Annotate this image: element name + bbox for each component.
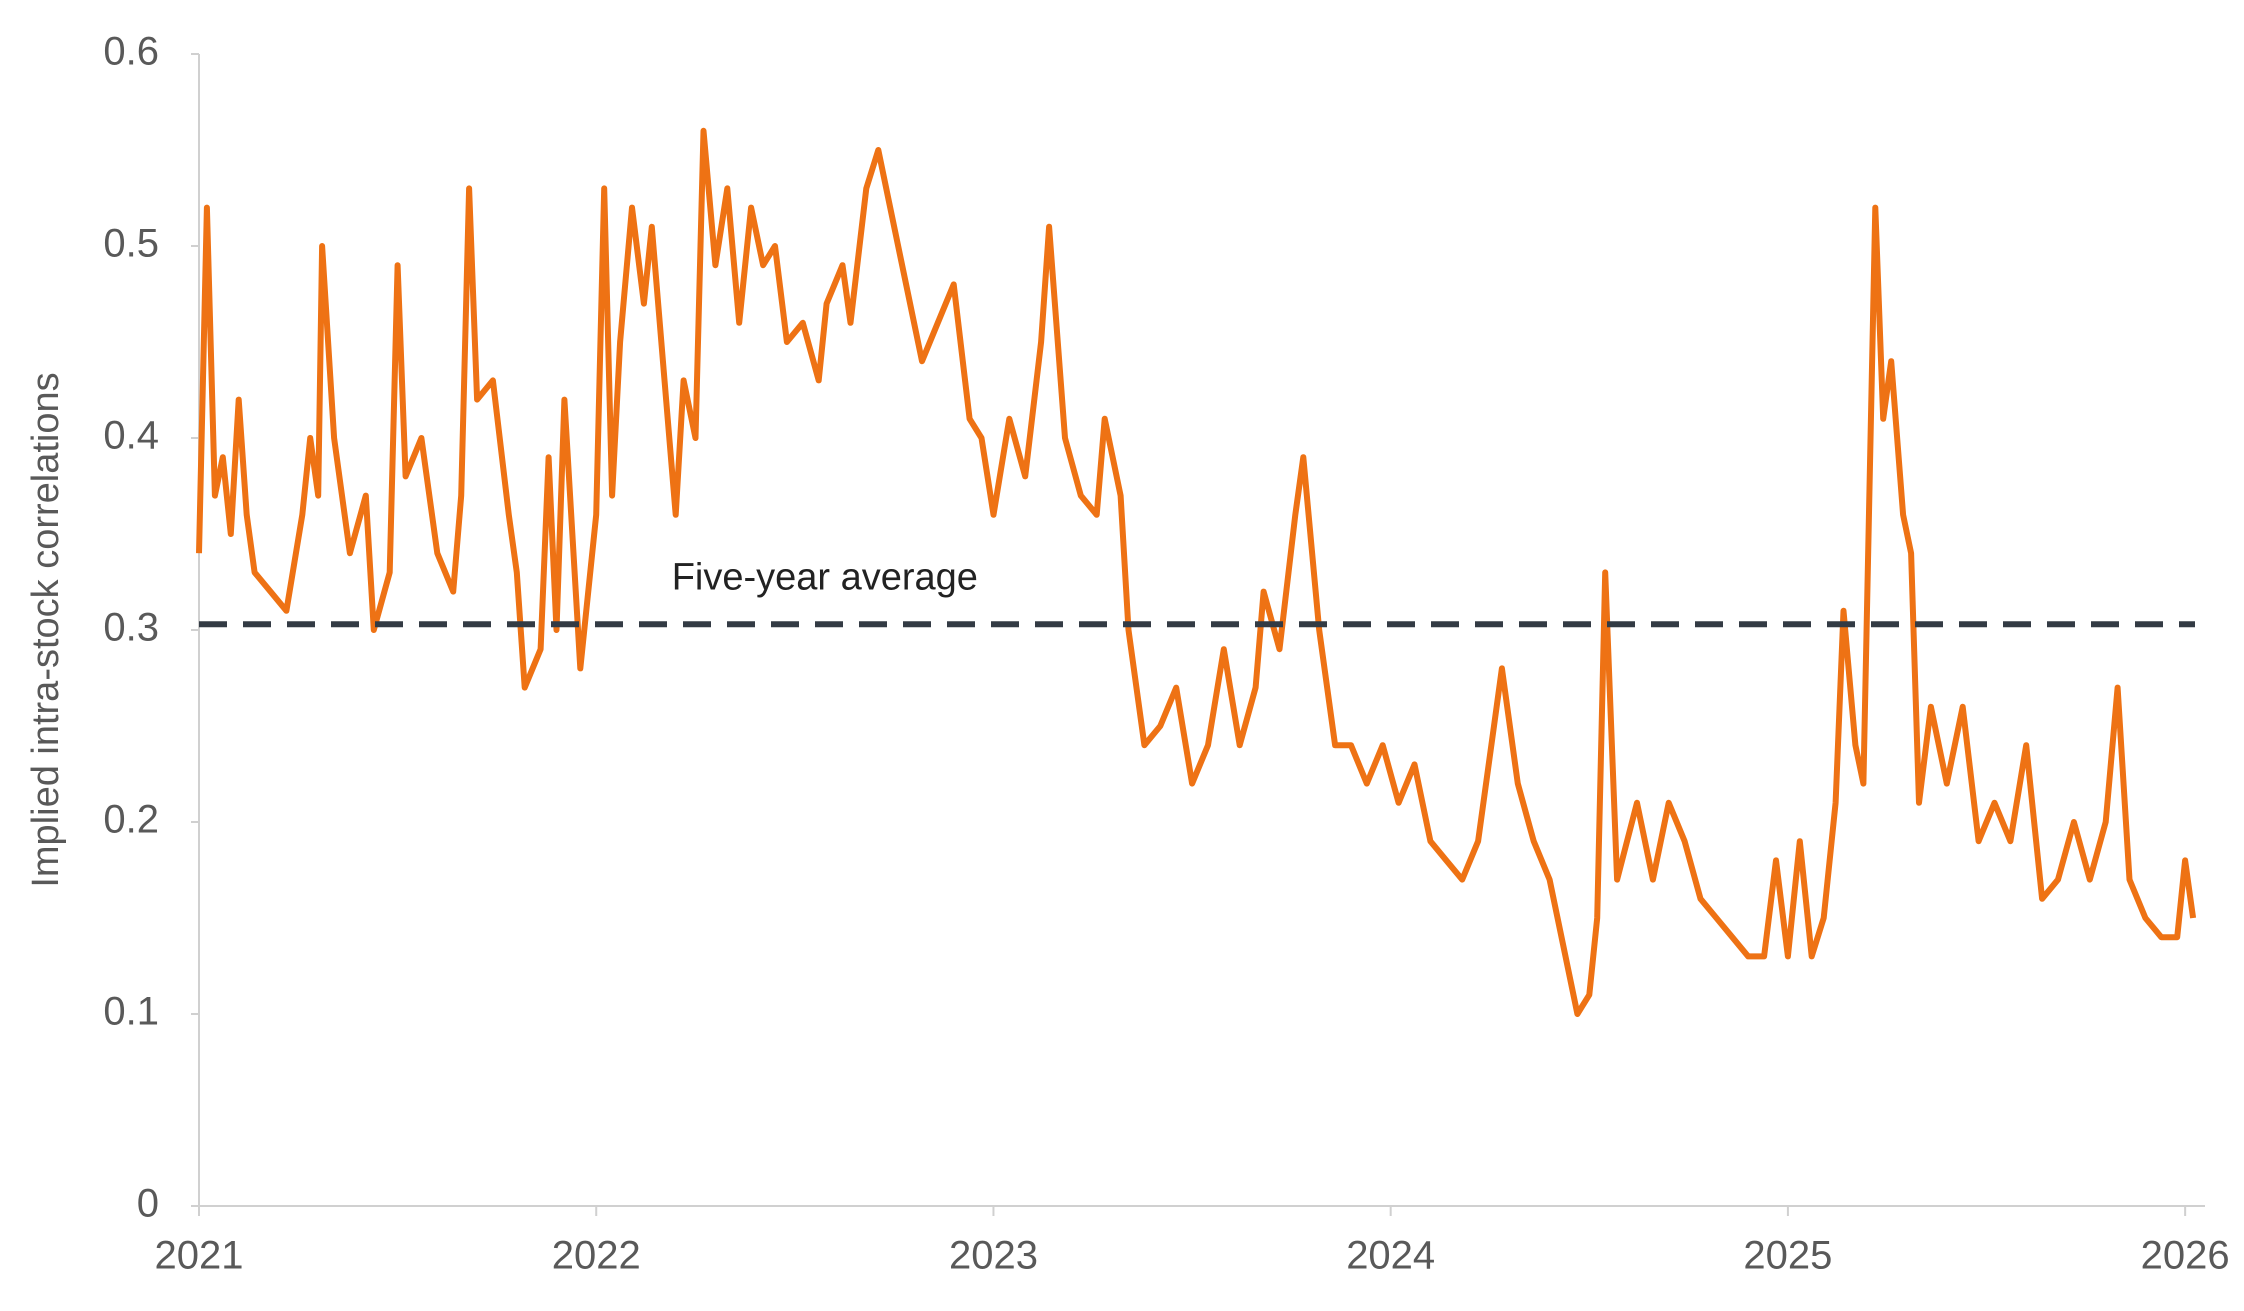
y-tick-label: 0.3 (103, 606, 159, 650)
y-tick-label: 0.2 (103, 798, 159, 842)
y-tick-label: 0 (137, 1182, 159, 1226)
reference-label: Five-year average (672, 556, 978, 598)
x-tick-label: 2023 (949, 1234, 1038, 1278)
x-tick-label: 2021 (155, 1234, 244, 1278)
x-tick-label: 2024 (1346, 1234, 1435, 1278)
x-tick-label: 2025 (1743, 1234, 1832, 1278)
data-line (196, 127, 2197, 1017)
y-tick-label: 0.6 (103, 30, 159, 74)
y-tick-label: 0.4 (103, 414, 159, 458)
y-axis-title: Implied intra-stock correlations (25, 372, 67, 887)
x-tick-label: 2026 (2141, 1234, 2230, 1278)
y-tick-label: 0.1 (103, 990, 159, 1034)
y-tick-label: 0.5 (103, 222, 159, 266)
x-tick-label: 2022 (552, 1234, 641, 1278)
